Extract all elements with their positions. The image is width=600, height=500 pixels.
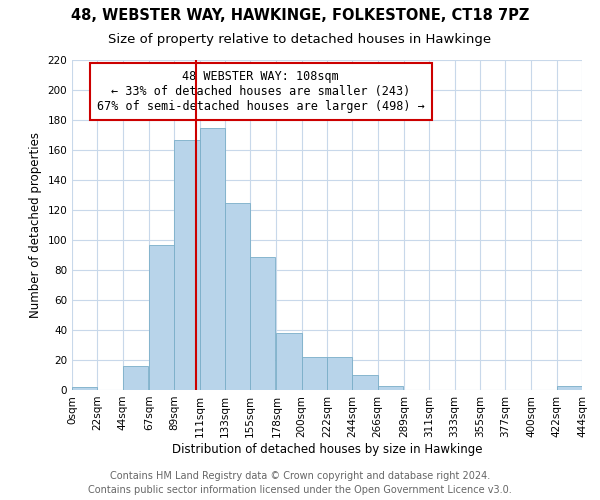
Text: Contains HM Land Registry data © Crown copyright and database right 2024.
Contai: Contains HM Land Registry data © Crown c… bbox=[88, 471, 512, 495]
Bar bbox=[557, 386, 582, 390]
Bar bbox=[199, 128, 225, 390]
Y-axis label: Number of detached properties: Number of detached properties bbox=[29, 132, 42, 318]
Bar bbox=[72, 387, 97, 390]
Bar bbox=[352, 375, 377, 390]
Bar bbox=[174, 140, 199, 390]
Bar bbox=[250, 256, 275, 390]
Bar bbox=[327, 357, 352, 390]
Text: 48, WEBSTER WAY, HAWKINGE, FOLKESTONE, CT18 7PZ: 48, WEBSTER WAY, HAWKINGE, FOLKESTONE, C… bbox=[71, 8, 529, 22]
Bar bbox=[225, 202, 250, 390]
Bar bbox=[149, 244, 174, 390]
Text: 48 WEBSTER WAY: 108sqm
← 33% of detached houses are smaller (243)
67% of semi-de: 48 WEBSTER WAY: 108sqm ← 33% of detached… bbox=[97, 70, 425, 113]
X-axis label: Distribution of detached houses by size in Hawkinge: Distribution of detached houses by size … bbox=[172, 442, 482, 456]
Bar bbox=[122, 366, 148, 390]
Bar bbox=[277, 333, 302, 390]
Bar bbox=[302, 357, 327, 390]
Bar bbox=[377, 386, 403, 390]
Text: Size of property relative to detached houses in Hawkinge: Size of property relative to detached ho… bbox=[109, 32, 491, 46]
